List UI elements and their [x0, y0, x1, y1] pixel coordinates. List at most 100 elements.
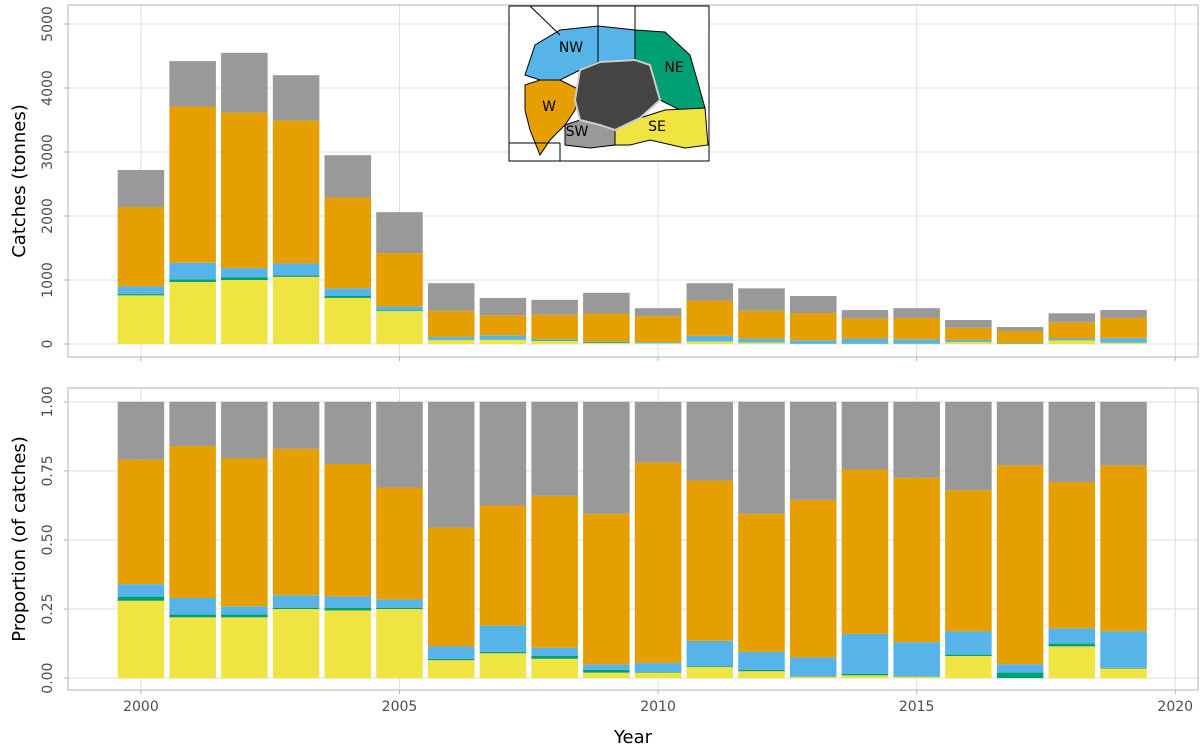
bar-segment: [583, 669, 630, 673]
bar-segment: [1048, 338, 1096, 341]
bar-segment: [1100, 668, 1147, 679]
bar-segment: [686, 283, 734, 301]
inset-map: NW NE W SW SE: [508, 5, 710, 162]
bar-segment: [893, 676, 940, 677]
bar-segment: [1048, 401, 1096, 482]
bar-segment: [221, 52, 268, 113]
y-axis-title: Proportion (of catches): [9, 436, 30, 641]
bar-segment: [945, 631, 992, 655]
bar-segment: [427, 336, 475, 340]
bar-segment: [221, 458, 268, 607]
map-label: NW: [559, 40, 583, 56]
bar-segment: [427, 646, 475, 659]
bar-segment: [945, 401, 992, 491]
bar-segment: [789, 676, 837, 677]
bar-segment: [221, 614, 268, 618]
bar-segment: [789, 657, 837, 677]
bar-segment: [738, 669, 785, 672]
map-label: SE: [648, 119, 666, 135]
bar-segment: [221, 606, 268, 615]
bar-segment: [324, 155, 372, 198]
bar-segment: [1048, 481, 1096, 629]
bar-segment: [479, 505, 527, 626]
bar-segment: [996, 330, 1044, 344]
bar-segment: [479, 625, 527, 652]
bar-segment: [634, 672, 682, 673]
bar-segment: [1100, 310, 1147, 318]
bar-segment: [479, 651, 527, 654]
bar-segment: [272, 401, 320, 449]
bar-segment: [1100, 401, 1147, 466]
bar-segment: [376, 599, 423, 608]
bar-segment: [686, 640, 734, 667]
bar-segment: [789, 296, 837, 314]
bar-segment: [738, 671, 785, 679]
bar-segment: [427, 340, 475, 345]
bar-segment: [583, 401, 630, 514]
bar-segment: [169, 262, 216, 280]
bar-segment: [945, 656, 992, 679]
bar-segment: [376, 306, 423, 311]
bar-segment: [841, 469, 889, 634]
y-tick-label: 1000: [40, 262, 56, 298]
bar-segment: [324, 610, 372, 679]
bar-segment: [583, 292, 630, 314]
bar-segment: [169, 279, 216, 282]
bar-segment: [221, 617, 268, 679]
y-tick-label: 1.00: [40, 386, 56, 417]
bar-segment: [324, 401, 372, 464]
y-tick-label: 0.50: [40, 524, 56, 555]
bar-segment: [841, 338, 889, 344]
bar-segment: [634, 343, 682, 345]
map-label: SW: [566, 124, 589, 140]
bar-segment: [272, 120, 320, 264]
bar-segment: [634, 308, 682, 317]
bar-segment: [841, 673, 889, 676]
bar-segment: [117, 459, 165, 585]
bar-segment: [272, 609, 320, 679]
y-tick-label: 4000: [40, 70, 56, 106]
bar-segment: [531, 339, 578, 341]
plots: 0 1000 2000 3000 4000 5000 Catches (tonnes) 0.0…: [9, 4, 1199, 748]
bar-segment: [427, 527, 475, 647]
bar-segment: [841, 401, 889, 470]
bar-segment: [272, 276, 320, 345]
bar-segment: [1100, 317, 1147, 339]
bar-segment: [324, 596, 372, 608]
bar-segment: [531, 495, 578, 648]
bar-segment: [117, 584, 165, 597]
y-tick-label: 5000: [40, 6, 56, 42]
bar-segment: [169, 614, 216, 618]
bar-segment: [1100, 342, 1147, 345]
bar-segment: [221, 401, 268, 459]
bar-segment: [738, 338, 785, 343]
bar-segment: [531, 314, 578, 340]
bar-segment: [272, 595, 320, 608]
panel-border: [67, 387, 1199, 691]
bar-segment: [634, 316, 682, 343]
bar-segment: [945, 342, 992, 345]
bar-segment: [1100, 338, 1147, 343]
bar-segment: [841, 318, 889, 339]
bar-segment: [531, 340, 578, 345]
bar-segment: [1048, 646, 1096, 679]
bar-segment: [945, 654, 992, 657]
bar-segment: [738, 342, 785, 345]
bar-segment: [531, 656, 578, 659]
bar-segment: [996, 672, 1044, 679]
bar-segment: [841, 633, 889, 674]
bar-segment: [893, 676, 940, 679]
bar-segment: [583, 342, 630, 345]
bar-segment: [738, 651, 785, 670]
bar-segment: [324, 607, 372, 611]
bar-segment: [738, 310, 785, 339]
region-se: [614, 107, 709, 149]
bar-segment: [221, 280, 268, 345]
bar-segment: [324, 197, 372, 289]
bar-segment: [1100, 667, 1147, 669]
bar-segment: [427, 660, 475, 679]
bar-segment: [531, 401, 578, 496]
y-tick-label: 0.00: [40, 663, 56, 694]
bar-segment: [893, 401, 940, 478]
